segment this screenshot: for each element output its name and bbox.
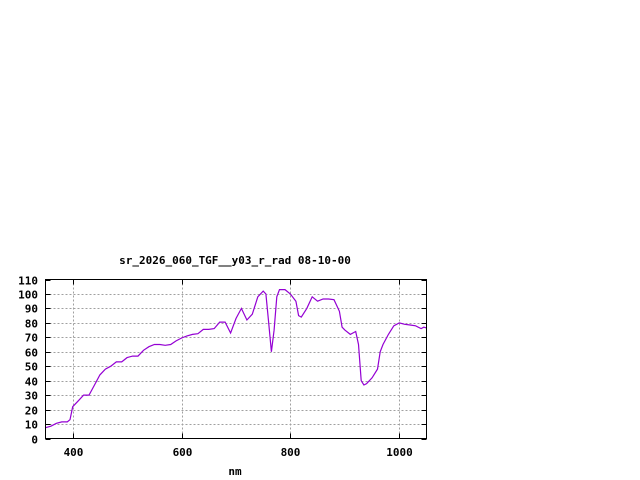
grid bbox=[45, 279, 427, 439]
y-tick-label: 110 bbox=[18, 275, 38, 288]
plot-border bbox=[45, 279, 427, 439]
x-tick-label: 600 bbox=[173, 446, 193, 459]
y-tick-label: 20 bbox=[25, 405, 38, 418]
y-tick-label: 30 bbox=[25, 390, 38, 403]
series-line bbox=[45, 289, 427, 429]
y-tick-label: 50 bbox=[25, 361, 38, 374]
chart-title: sr_2026_060_TGF__y03_r_rad 08-10-00 bbox=[119, 254, 351, 267]
y-tick-label: 40 bbox=[25, 376, 38, 389]
y-tick-label: 0 bbox=[31, 434, 38, 447]
y-tick-label: 60 bbox=[25, 347, 38, 360]
x-axis-label: nm bbox=[228, 465, 242, 478]
y-tick-label: 70 bbox=[25, 332, 38, 345]
x-tick-label: 400 bbox=[64, 446, 84, 459]
x-axis: 400 600 800 1000 bbox=[64, 279, 413, 459]
y-tick-label: 90 bbox=[25, 303, 38, 316]
y-tick-label: 80 bbox=[25, 318, 38, 331]
y-tick-label: 100 bbox=[18, 289, 38, 302]
x-tick-label: 1000 bbox=[386, 446, 413, 459]
y-tick-label: 10 bbox=[25, 419, 38, 432]
x-tick-label: 800 bbox=[281, 446, 301, 459]
